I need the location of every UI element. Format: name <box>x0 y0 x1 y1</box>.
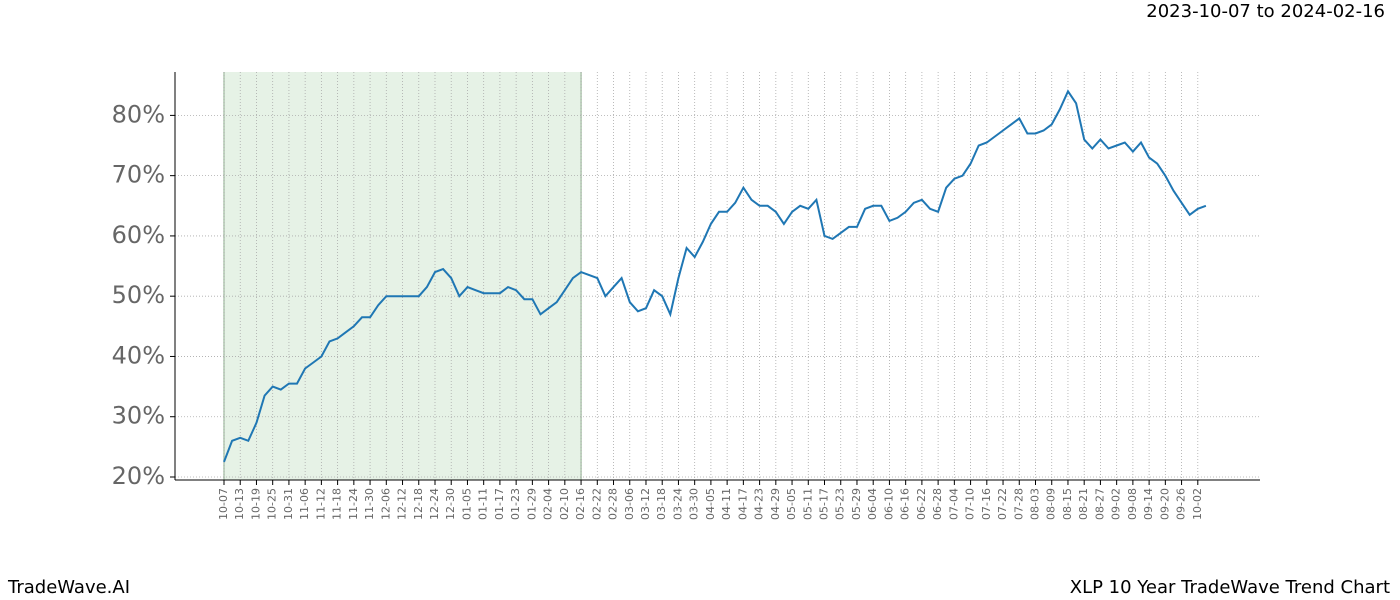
x-tick-label: 05-11 <box>801 488 814 520</box>
chart-title: XLP 10 Year TradeWave Trend Chart <box>1070 577 1390 598</box>
x-tick-label: 09-14 <box>1142 488 1155 520</box>
x-tick-label: 01-23 <box>509 488 522 520</box>
x-tick-label: 07-16 <box>980 488 993 520</box>
x-tick-label: 11-18 <box>331 488 344 520</box>
x-tick-label: 08-09 <box>1045 488 1058 520</box>
x-tick-label: 08-21 <box>1077 488 1090 520</box>
x-tick-label: 03-24 <box>671 488 684 520</box>
x-tick-label: 05-05 <box>785 488 798 520</box>
x-tick-label: 02-10 <box>558 488 571 520</box>
x-tick-label: 03-18 <box>655 488 668 520</box>
x-tick-label: 05-17 <box>818 488 831 520</box>
x-tick-label: 02-04 <box>542 488 555 520</box>
x-tick-label: 12-06 <box>379 488 392 520</box>
x-tick-label: 07-22 <box>996 488 1009 520</box>
brand: TradeWave.AI <box>7 577 130 598</box>
trend-line <box>223 89 1207 463</box>
x-tick-label: 06-22 <box>915 488 928 520</box>
x-tick-label: 03-30 <box>688 488 701 520</box>
x-tick-label: 11-30 <box>363 488 376 520</box>
x-tick-label: 03-12 <box>639 488 652 520</box>
x-tick-label: 04-17 <box>736 488 749 520</box>
x-tick-label: 07-28 <box>1012 488 1025 520</box>
x-tick-label: 02-16 <box>574 488 587 520</box>
x-tick-label: 05-23 <box>834 488 847 520</box>
y-tick-label: 60% <box>112 221 165 249</box>
x-tick-label: 09-20 <box>1158 488 1171 520</box>
x-tick-label: 08-27 <box>1093 488 1106 520</box>
x-tick-label: 12-30 <box>444 488 457 520</box>
x-tick-label: 12-12 <box>396 488 409 520</box>
x-tick-label: 01-17 <box>493 488 506 520</box>
x-tick-label: 01-29 <box>525 488 538 520</box>
x-tick-label: 02-28 <box>607 488 620 520</box>
x-tick-label: 04-11 <box>720 488 733 520</box>
x-tick-label: 09-02 <box>1110 488 1123 520</box>
x-tick-label: 10-07 <box>217 488 230 520</box>
y-tick-label: 30% <box>112 402 165 430</box>
x-tick-label: 06-10 <box>882 488 895 520</box>
x-tick-label: 05-29 <box>850 488 863 520</box>
x-tick-label: 06-28 <box>931 488 944 520</box>
x-tick-label: 06-04 <box>866 488 879 520</box>
date-range: 2023-10-07 to 2024-02-16 <box>1146 1 1385 22</box>
x-tick-label: 04-23 <box>753 488 766 520</box>
x-tick-label: 01-11 <box>477 488 490 520</box>
x-tick-label: 04-05 <box>704 488 717 520</box>
x-tick-label: 12-24 <box>428 488 441 520</box>
x-tick-label: 09-26 <box>1175 488 1188 520</box>
x-tick-label: 07-04 <box>947 488 960 520</box>
x-tick-label: 12-18 <box>412 488 425 520</box>
x-tick-label: 04-29 <box>769 488 782 520</box>
y-tick-label: 40% <box>112 341 165 369</box>
y-tick-label: 80% <box>112 100 165 128</box>
x-tick-label: 10-19 <box>249 488 262 520</box>
x-tick-label: 01-05 <box>460 488 473 520</box>
x-tick-label: 11-24 <box>347 488 360 520</box>
x-tick-label: 10-02 <box>1191 488 1204 520</box>
x-tick-label: 08-15 <box>1061 488 1074 520</box>
x-tick-label: 08-03 <box>1029 488 1042 520</box>
x-tick-label: 10-31 <box>282 488 295 520</box>
x-tick-label: 06-16 <box>899 488 912 520</box>
x-tick-label: 02-22 <box>590 488 603 520</box>
x-tick-label: 11-06 <box>298 488 311 520</box>
x-tick-label: 10-25 <box>266 488 279 520</box>
y-tick-label: 20% <box>112 462 165 490</box>
y-tick-label: 70% <box>112 161 165 189</box>
x-tick-label: 11-12 <box>314 488 327 520</box>
y-tick-label: 50% <box>112 281 165 309</box>
x-tick-label: 03-06 <box>623 488 636 520</box>
x-tick-label: 09-08 <box>1126 488 1139 520</box>
x-tick-label: 10-13 <box>233 488 246 520</box>
x-tick-label: 07-10 <box>964 488 977 520</box>
